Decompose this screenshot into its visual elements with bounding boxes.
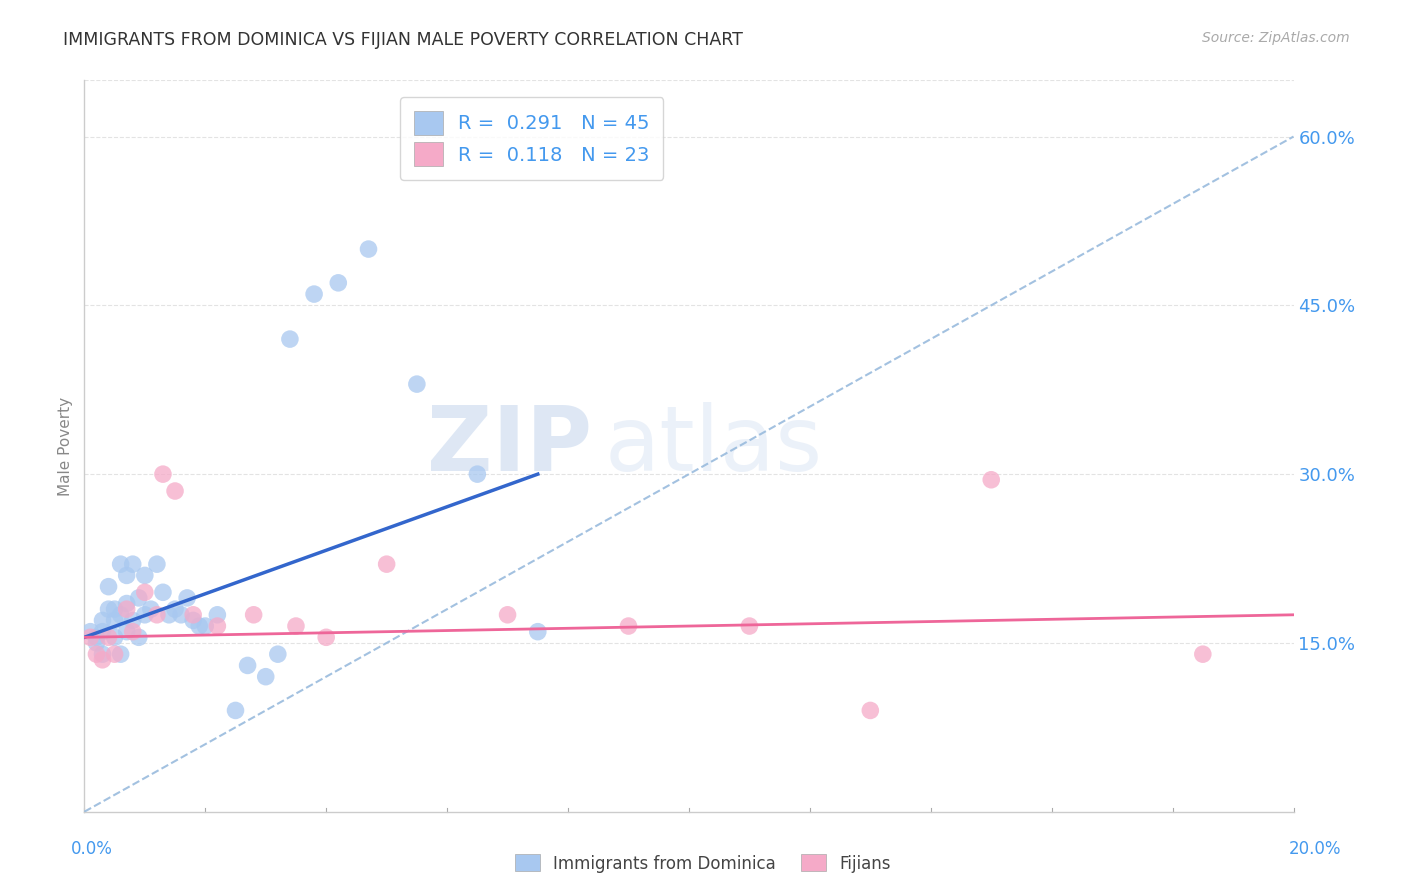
Point [859,703,882,717]
Point [86,647,108,661]
Point [278,332,301,346]
Point [104,614,127,628]
Point [110,557,132,571]
Point [91,653,114,667]
Point [738,619,761,633]
Point [328,276,350,290]
Point [176,591,198,605]
Point [86,636,108,650]
Point [79,624,101,639]
Point [134,585,156,599]
Point [194,619,217,633]
Point [86,630,108,644]
Point [104,647,127,661]
Point [207,607,229,622]
Text: Source: ZipAtlas.com: Source: ZipAtlas.com [1202,31,1350,45]
Point [110,647,132,661]
Point [302,287,325,301]
Point [181,614,204,628]
Text: IMMIGRANTS FROM DOMINICA VS FIJIAN MALE POVERTY CORRELATION CHART: IMMIGRANTS FROM DOMINICA VS FIJIAN MALE … [63,31,744,49]
Point [181,607,204,622]
Point [97,602,120,616]
Point [267,647,290,661]
Point [121,614,143,628]
Legend: R =  0.291   N = 45, R =  0.118   N = 23: R = 0.291 N = 45, R = 0.118 N = 23 [401,97,664,180]
Text: 20.0%: 20.0% [1288,840,1341,858]
Point [165,602,187,616]
Point [315,630,337,644]
Point [110,607,132,622]
Point [207,619,229,633]
Point [115,602,138,616]
Point [236,658,259,673]
Text: ZIP: ZIP [427,402,592,490]
Legend: Immigrants from Dominica, Fijians: Immigrants from Dominica, Fijians [509,847,897,880]
Point [617,619,640,633]
Text: atlas: atlas [605,402,823,490]
Point [467,467,489,482]
Point [375,557,398,571]
Point [980,473,1002,487]
Point [121,557,143,571]
Point [242,607,264,622]
Point [115,624,138,639]
Text: 0.0%: 0.0% [70,840,112,858]
Point [121,624,143,639]
Point [79,630,101,644]
Point [91,614,114,628]
Point [91,624,114,639]
Point [146,607,169,622]
Point [165,483,187,498]
Point [527,624,550,639]
Y-axis label: Male Poverty: Male Poverty [58,396,73,496]
Point [357,242,380,256]
Point [97,630,120,644]
Point [139,602,162,616]
Point [115,568,138,582]
Point [152,467,174,482]
Point [115,597,138,611]
Point [496,607,519,622]
Point [1192,647,1215,661]
Point [104,602,127,616]
Point [285,619,308,633]
Point [104,630,127,644]
Point [97,580,120,594]
Point [134,568,156,582]
Point [225,703,247,717]
Point [406,377,429,392]
Point [128,591,150,605]
Point [128,630,150,644]
Point [157,607,180,622]
Point [188,619,211,633]
Point [146,557,169,571]
Point [152,585,174,599]
Point [134,607,156,622]
Point [254,670,277,684]
Point [170,607,193,622]
Point [91,647,114,661]
